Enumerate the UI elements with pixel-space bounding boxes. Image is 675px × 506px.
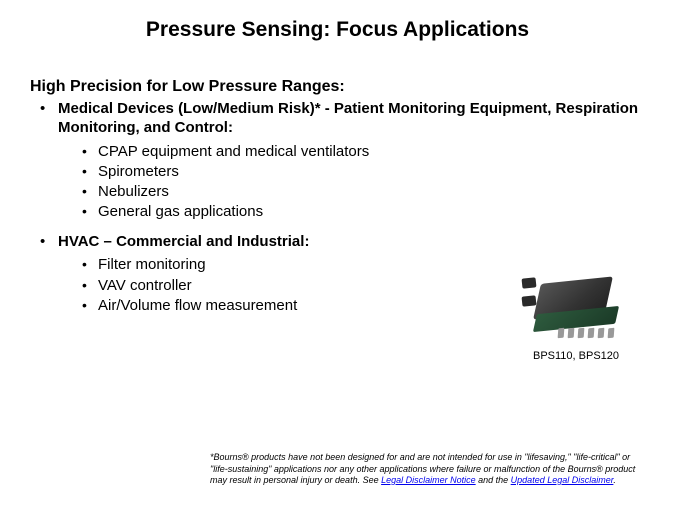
list-item: General gas applications [58,202,645,222]
list-heading: Medical Devices (Low/Medium Risk)* - Pat… [58,100,645,138]
sensor-pin-icon [578,328,585,339]
legal-disclaimer-link[interactable]: Legal Disclaimer Notice [381,475,476,485]
page-title: Pressure Sensing: Focus Applications [30,18,645,42]
list-heading: HVAC – Commercial and Industrial: [58,233,645,252]
product-caption: BPS110, BPS120 [511,350,641,362]
updated-legal-disclaimer-link[interactable]: Updated Legal Disclaimer [511,475,614,485]
list-item: Spirometers [58,162,645,182]
slide: Pressure Sensing: Focus Applications Hig… [0,0,675,506]
sensor-pin-icon [588,328,595,339]
sensor-image [516,272,636,346]
sensor-port-icon [522,295,537,306]
sensor-pin-icon [608,328,615,339]
disclaimer-middle: and the [476,475,511,485]
disclaimer-suffix: . [613,475,616,485]
product-figure: BPS110, BPS120 [511,272,641,362]
sensor-pin-icon [598,328,605,339]
disclaimer-text: *Bourns® products have not been designed… [210,452,641,486]
list-item: CPAP equipment and medical ventilators [58,142,645,162]
section-subtitle: High Precision for Low Pressure Ranges: [30,78,645,96]
sensor-pin-icon [568,328,575,339]
list-item: Nebulizers [58,182,645,202]
sensor-pin-icon [558,328,565,339]
sensor-port-icon [522,277,537,288]
list-item: Medical Devices (Low/Medium Risk)* - Pat… [30,100,645,223]
sub-list: CPAP equipment and medical ventilators S… [58,142,645,223]
